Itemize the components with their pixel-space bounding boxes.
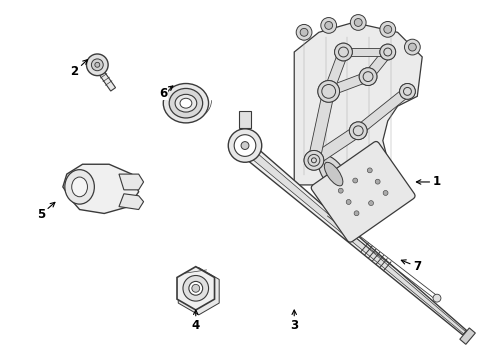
Polygon shape — [119, 174, 144, 190]
Ellipse shape — [92, 59, 103, 71]
Ellipse shape — [183, 275, 209, 301]
Ellipse shape — [399, 84, 416, 99]
Ellipse shape — [308, 154, 320, 166]
Ellipse shape — [318, 155, 349, 193]
Polygon shape — [95, 65, 116, 91]
Ellipse shape — [380, 22, 395, 37]
Ellipse shape — [354, 18, 362, 26]
Ellipse shape — [86, 54, 108, 76]
FancyBboxPatch shape — [311, 141, 415, 242]
Polygon shape — [311, 126, 362, 165]
Ellipse shape — [409, 43, 416, 51]
Ellipse shape — [375, 179, 380, 184]
Ellipse shape — [384, 48, 392, 56]
Polygon shape — [63, 164, 139, 213]
Ellipse shape — [321, 18, 337, 33]
Ellipse shape — [335, 43, 352, 61]
Ellipse shape — [325, 22, 333, 30]
Ellipse shape — [308, 154, 320, 166]
Ellipse shape — [383, 190, 388, 195]
Ellipse shape — [175, 94, 197, 112]
Ellipse shape — [324, 162, 343, 186]
Ellipse shape — [318, 81, 340, 102]
Ellipse shape — [380, 44, 395, 60]
Ellipse shape — [72, 177, 88, 197]
Ellipse shape — [322, 85, 336, 98]
Ellipse shape — [300, 28, 308, 36]
Ellipse shape — [380, 44, 395, 60]
Ellipse shape — [349, 122, 367, 140]
Text: 2: 2 — [71, 60, 88, 78]
Polygon shape — [177, 267, 215, 310]
Ellipse shape — [368, 201, 373, 206]
Ellipse shape — [169, 89, 203, 118]
Polygon shape — [327, 72, 370, 96]
Polygon shape — [294, 22, 422, 185]
Ellipse shape — [304, 150, 324, 170]
Polygon shape — [178, 267, 219, 315]
Ellipse shape — [399, 84, 416, 99]
Ellipse shape — [384, 26, 392, 33]
Ellipse shape — [405, 39, 420, 55]
Ellipse shape — [228, 129, 262, 162]
Ellipse shape — [350, 15, 366, 30]
Ellipse shape — [163, 84, 209, 123]
Ellipse shape — [359, 68, 377, 85]
Polygon shape — [355, 87, 411, 135]
Polygon shape — [364, 49, 392, 80]
Polygon shape — [119, 194, 144, 210]
Ellipse shape — [304, 150, 324, 170]
Ellipse shape — [368, 168, 372, 173]
Ellipse shape — [433, 294, 441, 302]
Ellipse shape — [338, 188, 343, 193]
Polygon shape — [324, 50, 348, 93]
Ellipse shape — [353, 126, 363, 136]
Text: 5: 5 — [37, 202, 55, 221]
Ellipse shape — [65, 170, 95, 204]
Ellipse shape — [318, 81, 340, 102]
Ellipse shape — [234, 135, 256, 156]
Ellipse shape — [335, 43, 352, 61]
Ellipse shape — [180, 98, 192, 108]
Ellipse shape — [339, 47, 348, 57]
Ellipse shape — [404, 87, 412, 95]
Polygon shape — [239, 111, 251, 128]
Ellipse shape — [189, 282, 203, 295]
Polygon shape — [245, 148, 466, 334]
Text: 1: 1 — [416, 175, 441, 189]
Ellipse shape — [346, 199, 351, 204]
Ellipse shape — [353, 126, 363, 136]
Ellipse shape — [192, 284, 200, 292]
Polygon shape — [243, 144, 466, 335]
Ellipse shape — [363, 72, 373, 82]
Ellipse shape — [353, 178, 358, 183]
Ellipse shape — [349, 122, 367, 140]
Ellipse shape — [339, 47, 348, 57]
Polygon shape — [460, 328, 475, 344]
Ellipse shape — [312, 158, 317, 163]
Text: 3: 3 — [290, 310, 298, 332]
Ellipse shape — [384, 48, 392, 56]
Ellipse shape — [322, 85, 336, 98]
Ellipse shape — [296, 24, 312, 40]
Ellipse shape — [404, 87, 412, 95]
Ellipse shape — [354, 211, 359, 216]
Ellipse shape — [241, 141, 249, 149]
Polygon shape — [308, 90, 335, 162]
Ellipse shape — [95, 62, 100, 67]
Ellipse shape — [359, 68, 377, 85]
Text: 4: 4 — [192, 310, 200, 332]
Ellipse shape — [312, 158, 317, 163]
Text: 6: 6 — [159, 86, 173, 100]
Polygon shape — [343, 48, 388, 56]
Text: 7: 7 — [401, 260, 421, 273]
Ellipse shape — [363, 72, 373, 82]
